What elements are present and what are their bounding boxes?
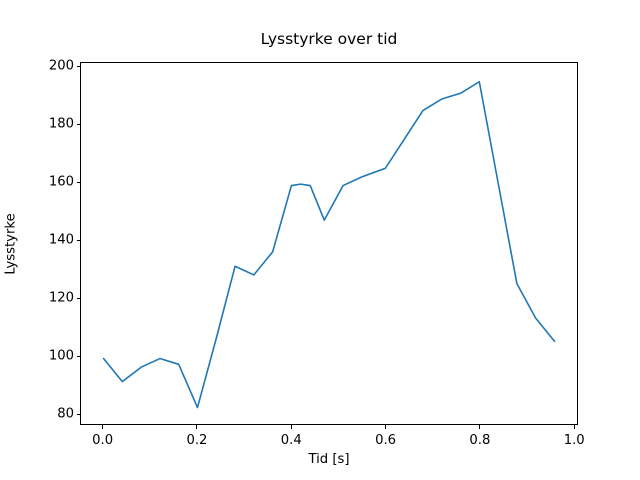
y-tick-mark bbox=[76, 239, 80, 241]
x-tick-mark bbox=[196, 425, 198, 429]
data-line-lysstyrke bbox=[102, 80, 556, 409]
x-axis-tick-labels: 0.0 0.2 0.4 0.6 0.8 1.0 bbox=[80, 425, 585, 451]
y-tick-mark bbox=[76, 123, 80, 125]
y-tick-mark bbox=[76, 355, 80, 357]
x-tick-mark bbox=[102, 425, 104, 429]
y-tick-mark bbox=[76, 65, 80, 67]
x-tick-label: 0.8 bbox=[469, 433, 491, 448]
x-tick-label: 0.6 bbox=[375, 433, 397, 448]
chart-title: Lysstyrke over tid bbox=[260, 30, 398, 48]
y-axis-tick-labels: 80 100 120 140 160 180 200 bbox=[26, 58, 74, 425]
x-tick-mark bbox=[385, 425, 387, 429]
y-tick-label: 100 bbox=[48, 348, 74, 364]
y-tick-mark bbox=[76, 413, 80, 415]
y-axis-label-container: Lysstyrke bbox=[0, 62, 22, 425]
line-series-svg bbox=[102, 80, 556, 409]
x-tick-mark bbox=[479, 425, 481, 429]
x-axis-label: Tid [s] bbox=[308, 452, 350, 467]
x-axis-tick-marks bbox=[80, 425, 578, 433]
x-tick-label: 1.0 bbox=[563, 433, 585, 448]
y-axis-label: Lysstyrke bbox=[3, 212, 19, 275]
y-tick-label: 140 bbox=[48, 232, 74, 248]
x-tick-label: 0.2 bbox=[186, 433, 208, 448]
y-tick-mark bbox=[76, 297, 80, 299]
y-tick-label: 180 bbox=[48, 116, 74, 132]
y-tick-label: 160 bbox=[48, 174, 74, 190]
y-axis-tick-marks bbox=[72, 62, 80, 425]
y-tick-label: 80 bbox=[57, 406, 74, 422]
x-tick-label: 0.4 bbox=[280, 433, 302, 448]
x-tick-mark bbox=[290, 425, 292, 429]
y-tick-label: 200 bbox=[48, 58, 74, 74]
plot-area bbox=[80, 62, 578, 425]
x-tick-label: 0.0 bbox=[92, 433, 114, 448]
x-tick-mark bbox=[573, 425, 575, 429]
y-tick-label: 120 bbox=[48, 290, 74, 306]
y-tick-mark bbox=[76, 181, 80, 183]
